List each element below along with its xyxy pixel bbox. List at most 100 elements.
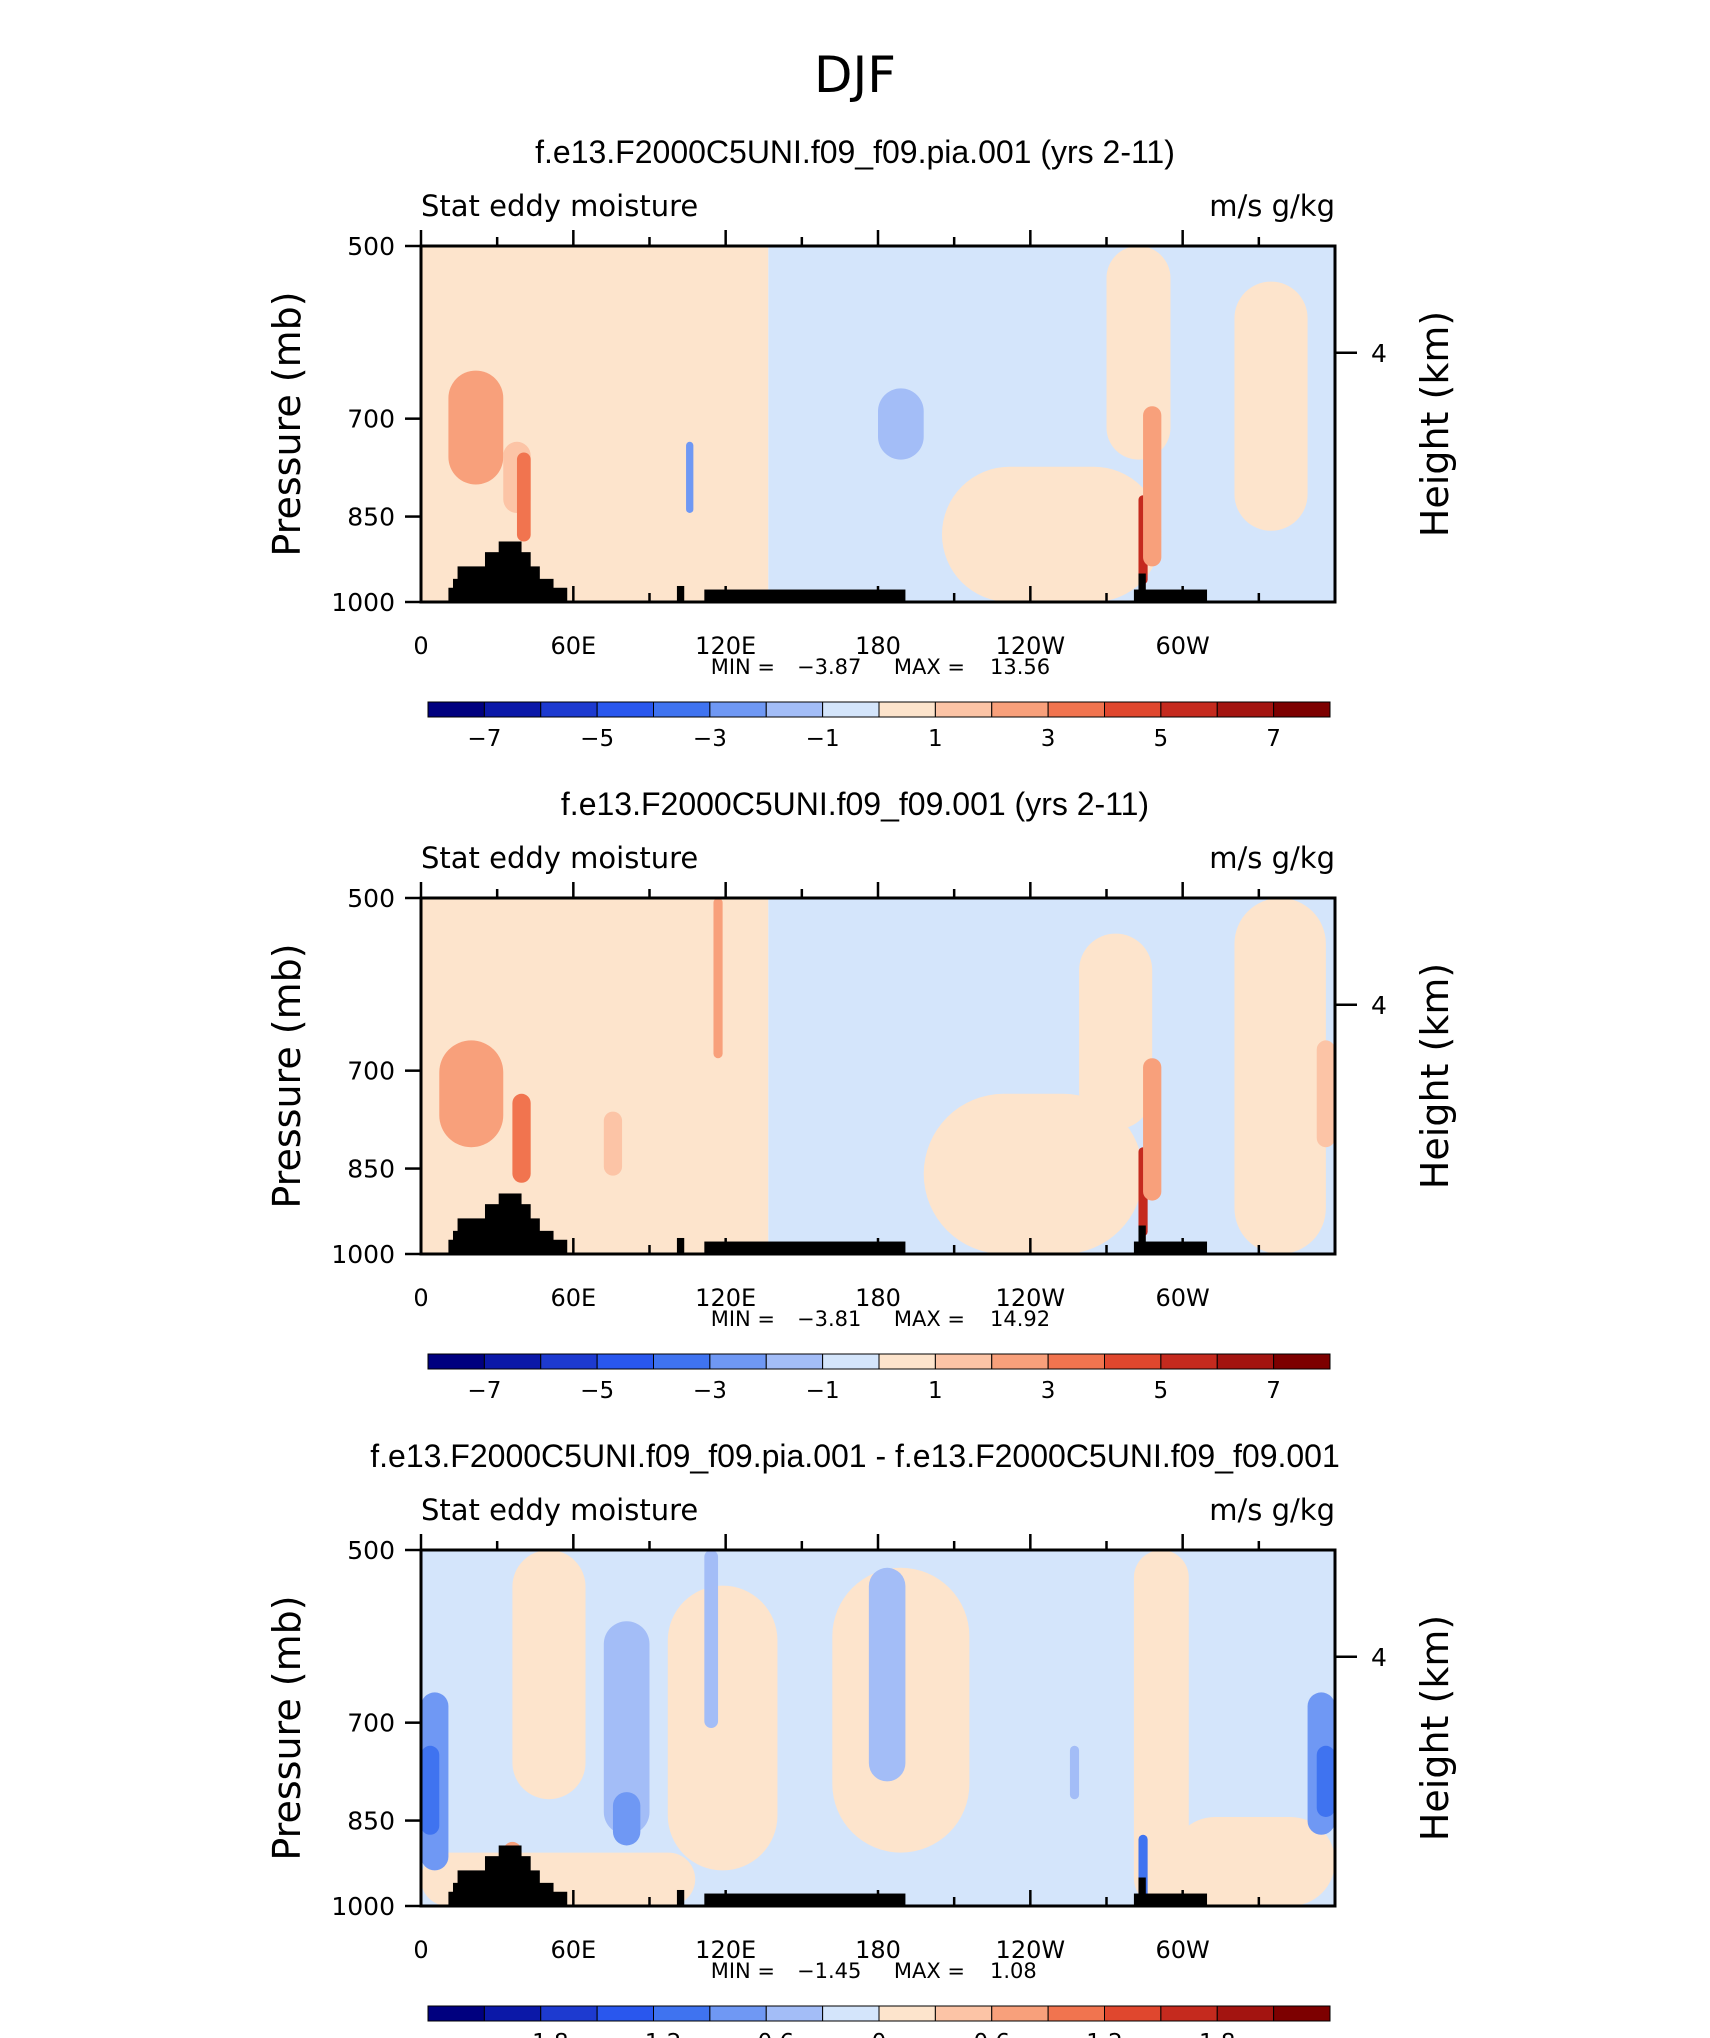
contour-region bbox=[603, 1111, 623, 1176]
colorbar: −7 −5 −3 −1 1 3 5 7 bbox=[427, 701, 1331, 752]
colorbar-box bbox=[1160, 701, 1218, 718]
y-right-axis-title: Height (km) bbox=[1413, 311, 1457, 537]
x-tick-label: 180 bbox=[855, 1284, 901, 1312]
colorbar-label: 0.6 bbox=[973, 2030, 1010, 2038]
colorbar-box bbox=[653, 701, 711, 718]
x-tick-label: 180 bbox=[855, 1936, 901, 1964]
max-label: MAX = bbox=[894, 655, 965, 679]
y-axis-title: Pressure (mb) bbox=[265, 943, 309, 1208]
left-string: Stat eddy moisture bbox=[421, 841, 698, 875]
topography-mask bbox=[1138, 1877, 1146, 1896]
colorbar-label: 5 bbox=[1154, 726, 1169, 752]
colorbar-box bbox=[991, 1353, 1049, 1370]
colorbar-label: 3 bbox=[1041, 1378, 1056, 1404]
colorbar-box bbox=[1104, 1353, 1162, 1370]
y-tick-label: 700 bbox=[347, 405, 395, 434]
units-label: m/s g/kg bbox=[1209, 189, 1335, 223]
colorbar-label: −1.8 bbox=[513, 2030, 569, 2038]
figure-title: DJF bbox=[814, 46, 896, 104]
contour-region bbox=[713, 898, 723, 1059]
x-tick-label: 60W bbox=[1156, 1284, 1210, 1312]
x-tick-label: 0 bbox=[413, 1284, 428, 1312]
contour-region bbox=[1143, 406, 1162, 567]
topography-mask bbox=[448, 1239, 568, 1254]
x-tick-label: 60E bbox=[550, 1284, 596, 1312]
left-string: Stat eddy moisture bbox=[421, 189, 698, 223]
x-tick-label: 120E bbox=[695, 1936, 756, 1964]
units-label: m/s g/kg bbox=[1209, 1493, 1335, 1527]
y-axis-title: Pressure (mb) bbox=[265, 1595, 309, 1860]
colorbar-box bbox=[1104, 701, 1162, 718]
max-value: 14.92 bbox=[990, 1307, 1050, 1331]
contour-field bbox=[421, 246, 1335, 602]
colorbar-box bbox=[653, 2005, 711, 2022]
max-label: MAX = bbox=[894, 1959, 965, 1983]
colorbar-label: −0.6 bbox=[738, 2030, 794, 2038]
topography-mask bbox=[457, 566, 540, 585]
panel-3: f.e13.F2000C5UNI.f09_f09.pia.001 - f.e13… bbox=[265, 1438, 1457, 2038]
colorbar-box bbox=[1216, 701, 1275, 718]
contour-region bbox=[686, 441, 694, 513]
y-tick-label: 700 bbox=[347, 1709, 395, 1738]
y-tick-label: 1000 bbox=[331, 1240, 395, 1269]
colorbar-box bbox=[1273, 701, 1331, 718]
colorbar-box bbox=[540, 1353, 598, 1370]
y-tick-label: 500 bbox=[347, 884, 395, 913]
colorbar-box bbox=[540, 701, 598, 718]
x-tick-label: 120E bbox=[695, 1284, 756, 1312]
x-tick-label: 120W bbox=[996, 1284, 1066, 1312]
colorbar-box bbox=[1104, 2005, 1162, 2022]
contour-region bbox=[868, 1567, 906, 1782]
colorbar-box bbox=[765, 2005, 824, 2022]
topography-mask bbox=[704, 1241, 906, 1254]
topography-mask bbox=[448, 1891, 568, 1906]
colorbar-label: −1 bbox=[806, 726, 840, 752]
colorbar-label: −5 bbox=[580, 726, 614, 752]
y-right-axis-title: Height (km) bbox=[1413, 1615, 1457, 1841]
colorbar-box bbox=[483, 1353, 542, 1370]
contour-region bbox=[1143, 1058, 1162, 1201]
colorbar-box bbox=[991, 2005, 1049, 2022]
panel-2: f.e13.F2000C5UNI.f09_f09.001 (yrs 2-11) S… bbox=[265, 786, 1457, 1404]
contour-field bbox=[421, 898, 1335, 1254]
y-right-axis-title: Height (km) bbox=[1413, 963, 1457, 1189]
topography-mask bbox=[1133, 1241, 1208, 1254]
colorbar-label: −3 bbox=[693, 726, 727, 752]
panel-1: f.e13.F2000C5UNI.f09_f09.pia.001 (yrs 2-… bbox=[265, 134, 1457, 752]
units-label: m/s g/kg bbox=[1209, 841, 1335, 875]
x-tick-label: 60E bbox=[550, 632, 596, 660]
x-tick-label: 120W bbox=[996, 1936, 1066, 1964]
topography-mask bbox=[676, 1237, 685, 1254]
max-value: 13.56 bbox=[990, 655, 1050, 679]
topography-mask bbox=[676, 585, 685, 602]
colorbar-box bbox=[709, 701, 767, 718]
contour-region bbox=[512, 1550, 586, 1800]
y-right-tick-label: 4 bbox=[1371, 339, 1387, 368]
panel-title: f.e13.F2000C5UNI.f09_f09.pia.001 - f.e13… bbox=[370, 1438, 1340, 1474]
contour-field bbox=[421, 1550, 1335, 1906]
topography-mask bbox=[704, 589, 906, 602]
colorbar-box bbox=[709, 2005, 767, 2022]
colorbar-label: −7 bbox=[467, 726, 501, 752]
colorbar-box bbox=[709, 1353, 767, 1370]
colorbar-label: −1 bbox=[806, 1378, 840, 1404]
colorbar-box bbox=[427, 1353, 485, 1370]
x-tick-label: 0 bbox=[413, 1936, 428, 1964]
x-tick-label: 60W bbox=[1156, 1936, 1210, 1964]
colorbar-box bbox=[596, 701, 654, 718]
x-tick-label: 120W bbox=[996, 632, 1066, 660]
contour-region bbox=[448, 370, 504, 485]
colorbar-box bbox=[878, 701, 936, 718]
contour-region bbox=[941, 466, 1162, 602]
contour-region bbox=[1069, 1745, 1080, 1800]
contour-region bbox=[516, 452, 531, 542]
contour-region bbox=[1170, 1817, 1335, 1906]
contour-region bbox=[1106, 246, 1171, 460]
y-right-tick-label: 4 bbox=[1371, 991, 1387, 1020]
colorbar-box bbox=[765, 701, 824, 718]
colorbar-box bbox=[483, 2005, 542, 2022]
colorbar: −7 −5 −3 −1 1 3 5 7 bbox=[427, 1353, 1331, 1404]
contour-region bbox=[612, 1792, 641, 1846]
panel-title: f.e13.F2000C5UNI.f09_f09.pia.001 (yrs 2-… bbox=[535, 134, 1175, 170]
